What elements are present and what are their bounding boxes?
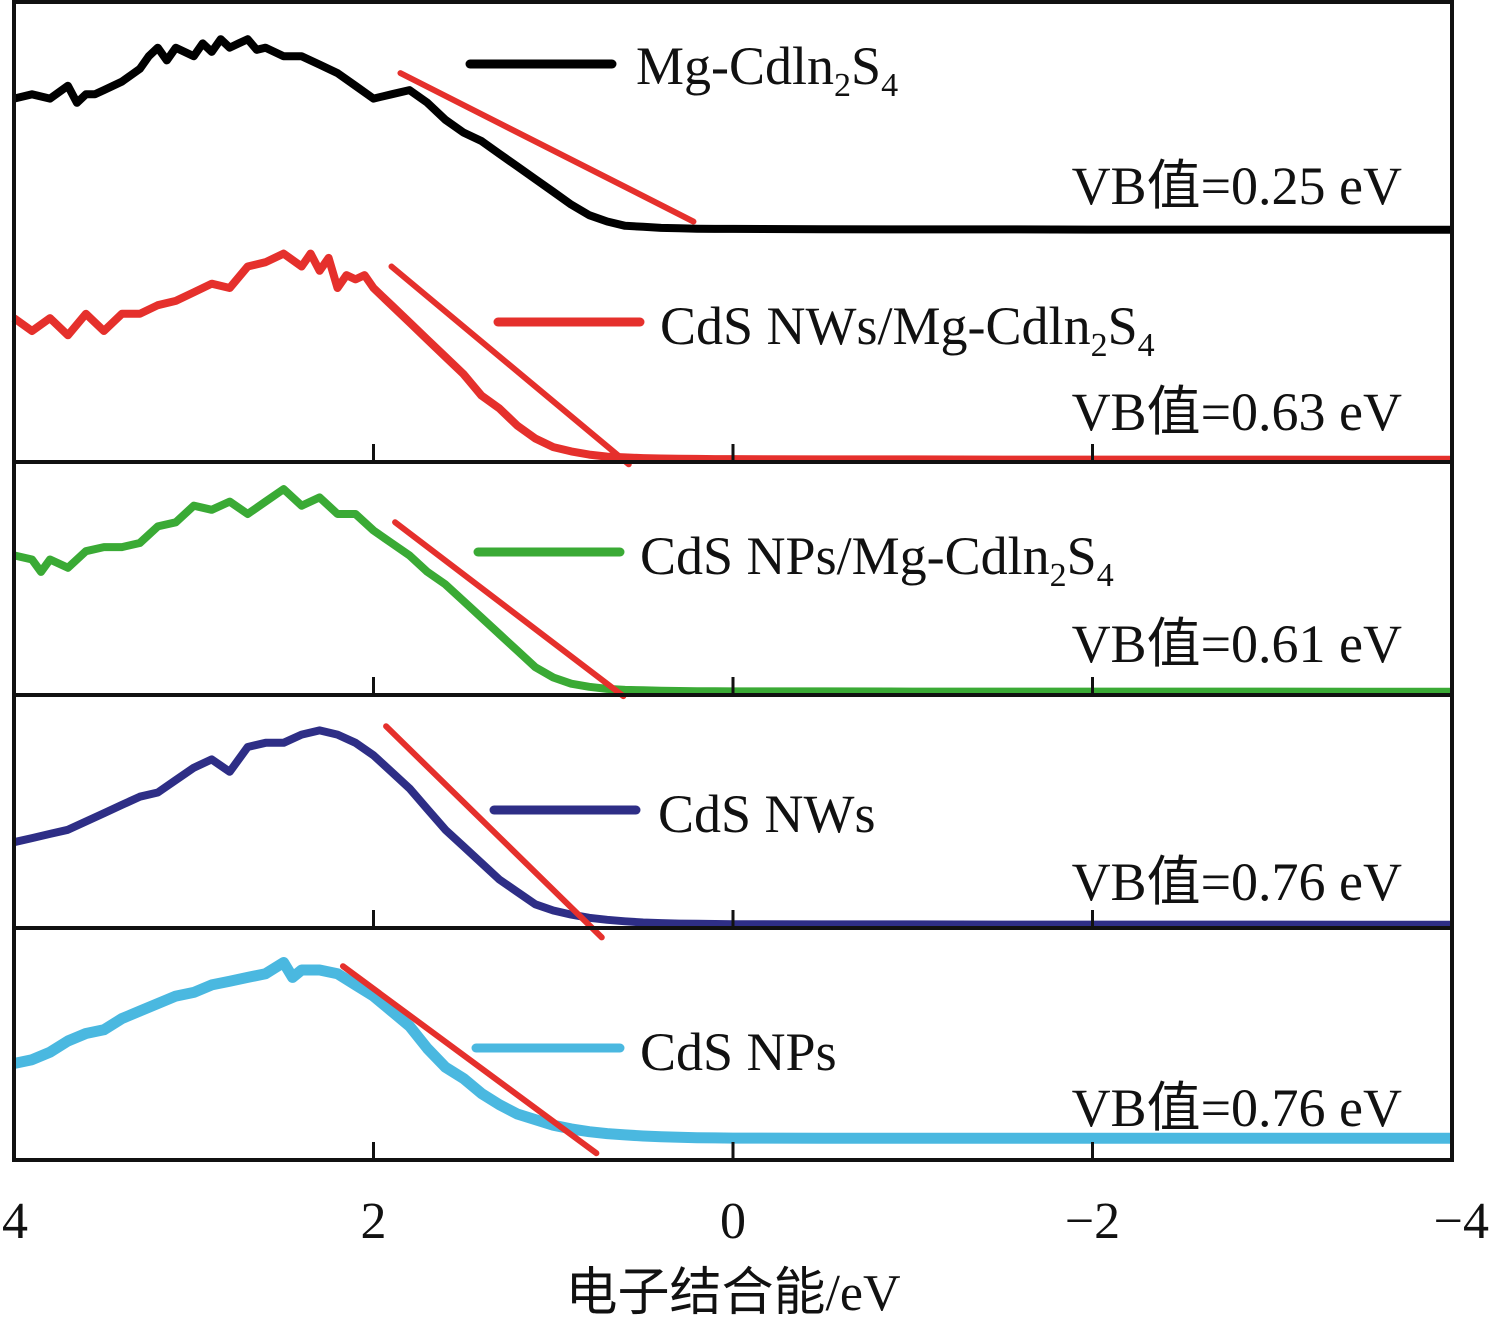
legend-part-legend_prefix: CdS NWs bbox=[658, 784, 876, 844]
legend-part-legend_sub1: 2 bbox=[1091, 327, 1108, 364]
legend-label-1: Mg-Cdln2S4 bbox=[636, 36, 898, 104]
series-line-2 bbox=[11, 249, 1452, 464]
vb-value-label-2: VB值=0.63 eV bbox=[1072, 382, 1402, 442]
tangent-fit-line-2 bbox=[388, 263, 632, 468]
series-line-3 bbox=[13, 485, 1452, 696]
tangent-fit-line-1 bbox=[397, 70, 697, 225]
x-axis-label: 电子结合能/eV bbox=[565, 1265, 900, 1322]
legend-part-legend_prefix: CdS NPs bbox=[640, 1022, 837, 1082]
x-tick-label: 0 bbox=[720, 1193, 746, 1250]
series-line-5 bbox=[12, 957, 1452, 1144]
tangent-fit-line-3 bbox=[392, 519, 627, 700]
legend-part-legend_mid: S bbox=[851, 36, 881, 96]
tangent-fit-line-5 bbox=[339, 963, 600, 1157]
x-tick-label: −4 bbox=[1434, 1193, 1489, 1250]
x-tick-label: 4 bbox=[2, 1193, 28, 1250]
x-tick-label: 2 bbox=[361, 1193, 387, 1250]
legend-part-legend_mid: S bbox=[1067, 526, 1097, 586]
legend-part-legend_sub1: 2 bbox=[834, 67, 851, 104]
legend-part-legend_main: Mg-Cdln bbox=[636, 36, 834, 96]
legend-part-legend_mid: S bbox=[1108, 296, 1138, 356]
vb-value-label-3: VB值=0.61 eV bbox=[1072, 614, 1402, 674]
x-axis-ticks: 4 2 0 −2 −4 bbox=[2, 444, 1489, 1250]
legend-part-legend_sub1: 2 bbox=[1050, 557, 1067, 594]
legend-part-legend_prefix: CdS NWs/ bbox=[660, 296, 893, 356]
x-tick-label: −2 bbox=[1065, 1193, 1120, 1250]
vb-value-label-4: VB值=0.76 eV bbox=[1072, 852, 1402, 912]
tangent-fit-line-4 bbox=[383, 723, 605, 941]
legend-part-legend_main: Mg-Cdln bbox=[852, 526, 1050, 586]
legend-part-legend_sub2: 4 bbox=[1097, 557, 1114, 594]
legend-label-2: CdS NWs/Mg-Cdln2S4 bbox=[660, 296, 1155, 364]
legend-part-legend_main: Mg-Cdln bbox=[893, 296, 1091, 356]
legend-part-legend_sub2: 4 bbox=[881, 67, 898, 104]
legend-label-3: CdS NPs/Mg-Cdln2S4 bbox=[640, 526, 1114, 594]
legend-part-legend_sub2: 4 bbox=[1138, 327, 1155, 364]
plot-layer bbox=[11, 35, 1452, 1157]
series-line-1 bbox=[13, 35, 1452, 234]
vb-value-label-5: VB值=0.76 eV bbox=[1072, 1078, 1402, 1138]
vb-value-label-1: VB值=0.25 eV bbox=[1072, 156, 1402, 216]
legend-label-5: CdS NPs bbox=[640, 1022, 837, 1082]
legend-part-legend_prefix: CdS NPs/ bbox=[640, 526, 852, 586]
legend-label-4: CdS NWs bbox=[658, 784, 876, 844]
